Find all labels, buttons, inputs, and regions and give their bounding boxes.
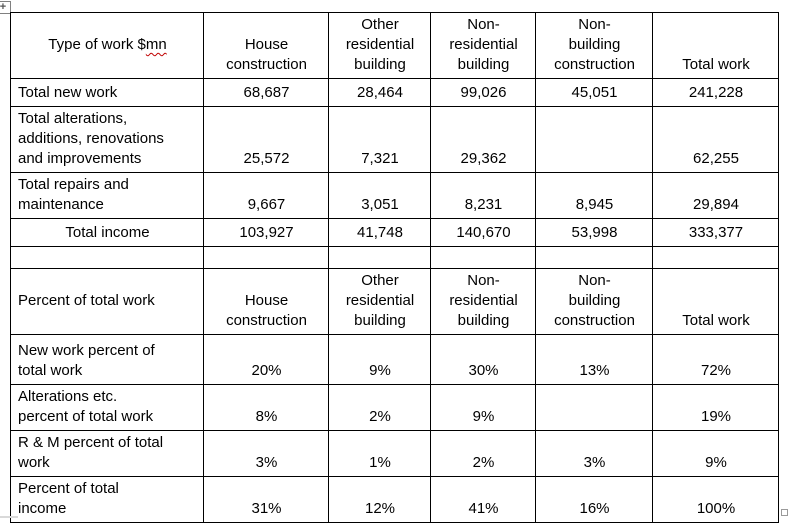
- value-cell[interactable]: 41%: [430, 476, 536, 523]
- row-label-cell[interactable]: Alterations etc. percent of total work: [10, 384, 204, 431]
- value-cell[interactable]: 333,377: [652, 218, 779, 247]
- value-cell[interactable]: 29,894: [652, 172, 779, 219]
- table-move-handle[interactable]: +: [0, 1, 11, 14]
- value-cell[interactable]: 8,945: [535, 172, 653, 219]
- value-cell[interactable]: 41,748: [328, 218, 431, 247]
- row-label-cell[interactable]: Total new work: [10, 78, 204, 107]
- value-cell[interactable]: 68,687: [203, 78, 329, 107]
- column-header-house-construction[interactable]: House construction: [203, 268, 329, 335]
- table-row-total-income: Total income 103,927 41,748 140,670 53,9…: [10, 218, 779, 247]
- value-cell[interactable]: [535, 106, 653, 173]
- section2-title-cell[interactable]: Percent of total work: [10, 268, 204, 335]
- value-cell[interactable]: 8,231: [430, 172, 536, 219]
- value-cell[interactable]: 20%: [203, 334, 329, 385]
- value-cell[interactable]: 28,464: [328, 78, 431, 107]
- column-header-total-work[interactable]: Total work: [652, 268, 779, 335]
- column-header-house-construction[interactable]: House construction: [203, 12, 329, 79]
- table-row-percent-total-income: Percent of total income 31% 12% 41% 16% …: [10, 476, 779, 523]
- value-cell[interactable]: 62,255: [652, 106, 779, 173]
- value-cell[interactable]: 140,670: [430, 218, 536, 247]
- value-cell[interactable]: 2%: [328, 384, 431, 431]
- value-cell[interactable]: 31%: [203, 476, 329, 523]
- page-edge-tick: [0, 516, 18, 518]
- column-header-other-residential[interactable]: Other residential building: [328, 12, 431, 79]
- value-cell[interactable]: 19%: [652, 384, 779, 431]
- value-cell[interactable]: 3%: [203, 430, 329, 477]
- row-label-cell[interactable]: New work percent of total work: [10, 334, 204, 385]
- table-row-total-repairs: Total repairs and maintenance 9,667 3,05…: [10, 172, 779, 219]
- value-cell[interactable]: 9,667: [203, 172, 329, 219]
- column-header-non-residential[interactable]: Non- residential building: [430, 12, 536, 79]
- table-row-rm-percent: R & M percent of total work 3% 1% 2% 3% …: [10, 430, 779, 477]
- column-header-other-residential[interactable]: Other residential building: [328, 268, 431, 335]
- value-cell[interactable]: 8%: [203, 384, 329, 431]
- column-header-non-residential[interactable]: Non- residential building: [430, 268, 536, 335]
- value-cell[interactable]: 99,026: [430, 78, 536, 107]
- empty-cell[interactable]: [328, 246, 431, 269]
- table-row-new-work-percent: New work percent of total work 20% 9% 30…: [10, 334, 779, 385]
- value-cell[interactable]: 13%: [535, 334, 653, 385]
- column-header-total-work[interactable]: Total work: [652, 12, 779, 79]
- value-cell[interactable]: 3%: [535, 430, 653, 477]
- value-cell[interactable]: 9%: [430, 384, 536, 431]
- value-cell[interactable]: 2%: [430, 430, 536, 477]
- spacer-row: [10, 246, 779, 269]
- value-cell[interactable]: [535, 384, 653, 431]
- value-cell[interactable]: 9%: [328, 334, 431, 385]
- value-cell[interactable]: 100%: [652, 476, 779, 523]
- value-cell[interactable]: 9%: [652, 430, 779, 477]
- empty-cell[interactable]: [430, 246, 536, 269]
- row-label-cell[interactable]: R & M percent of total work: [10, 430, 204, 477]
- section1-title-text: Type of work $: [48, 36, 146, 53]
- empty-cell[interactable]: [203, 246, 329, 269]
- value-cell[interactable]: 30%: [430, 334, 536, 385]
- value-cell[interactable]: 1%: [328, 430, 431, 477]
- value-cell[interactable]: 45,051: [535, 78, 653, 107]
- empty-cell[interactable]: [535, 246, 653, 269]
- empty-cell[interactable]: [652, 246, 779, 269]
- column-header-non-building[interactable]: Non- building construction: [535, 12, 653, 79]
- value-cell[interactable]: 7,321: [328, 106, 431, 173]
- section1-title-cell[interactable]: Type of work $mn: [10, 12, 204, 79]
- row-label-cell[interactable]: Total alterations, additions, renovation…: [10, 106, 204, 173]
- section2-header-row: Percent of total work House construction…: [10, 268, 779, 335]
- value-cell[interactable]: 25,572: [203, 106, 329, 173]
- misspelled-word: mn: [145, 36, 167, 53]
- table-resize-handle[interactable]: [781, 509, 788, 516]
- row-label-cell[interactable]: Percent of total income: [10, 476, 204, 523]
- table-row-alterations-percent: Alterations etc. percent of total work 8…: [10, 384, 779, 431]
- value-cell[interactable]: 72%: [652, 334, 779, 385]
- row-label-cell[interactable]: Total income: [10, 218, 204, 247]
- value-cell[interactable]: 3,051: [328, 172, 431, 219]
- table-row-total-new-work: Total new work 68,687 28,464 99,026 45,0…: [10, 78, 779, 107]
- row-label-cell[interactable]: Total repairs and maintenance: [10, 172, 204, 219]
- value-cell[interactable]: 12%: [328, 476, 431, 523]
- value-cell[interactable]: 53,998: [535, 218, 653, 247]
- column-header-non-building[interactable]: Non- building construction: [535, 268, 653, 335]
- empty-cell[interactable]: [10, 246, 204, 269]
- value-cell[interactable]: 29,362: [430, 106, 536, 173]
- value-cell[interactable]: 241,228: [652, 78, 779, 107]
- value-cell[interactable]: 103,927: [203, 218, 329, 247]
- value-cell[interactable]: 16%: [535, 476, 653, 523]
- move-arrows-icon: +: [0, 1, 7, 13]
- work-value-table: Type of work $mn House construction Othe…: [10, 12, 779, 523]
- section1-header-row: Type of work $mn House construction Othe…: [10, 12, 779, 79]
- table-row-total-alterations: Total alterations, additions, renovation…: [10, 106, 779, 173]
